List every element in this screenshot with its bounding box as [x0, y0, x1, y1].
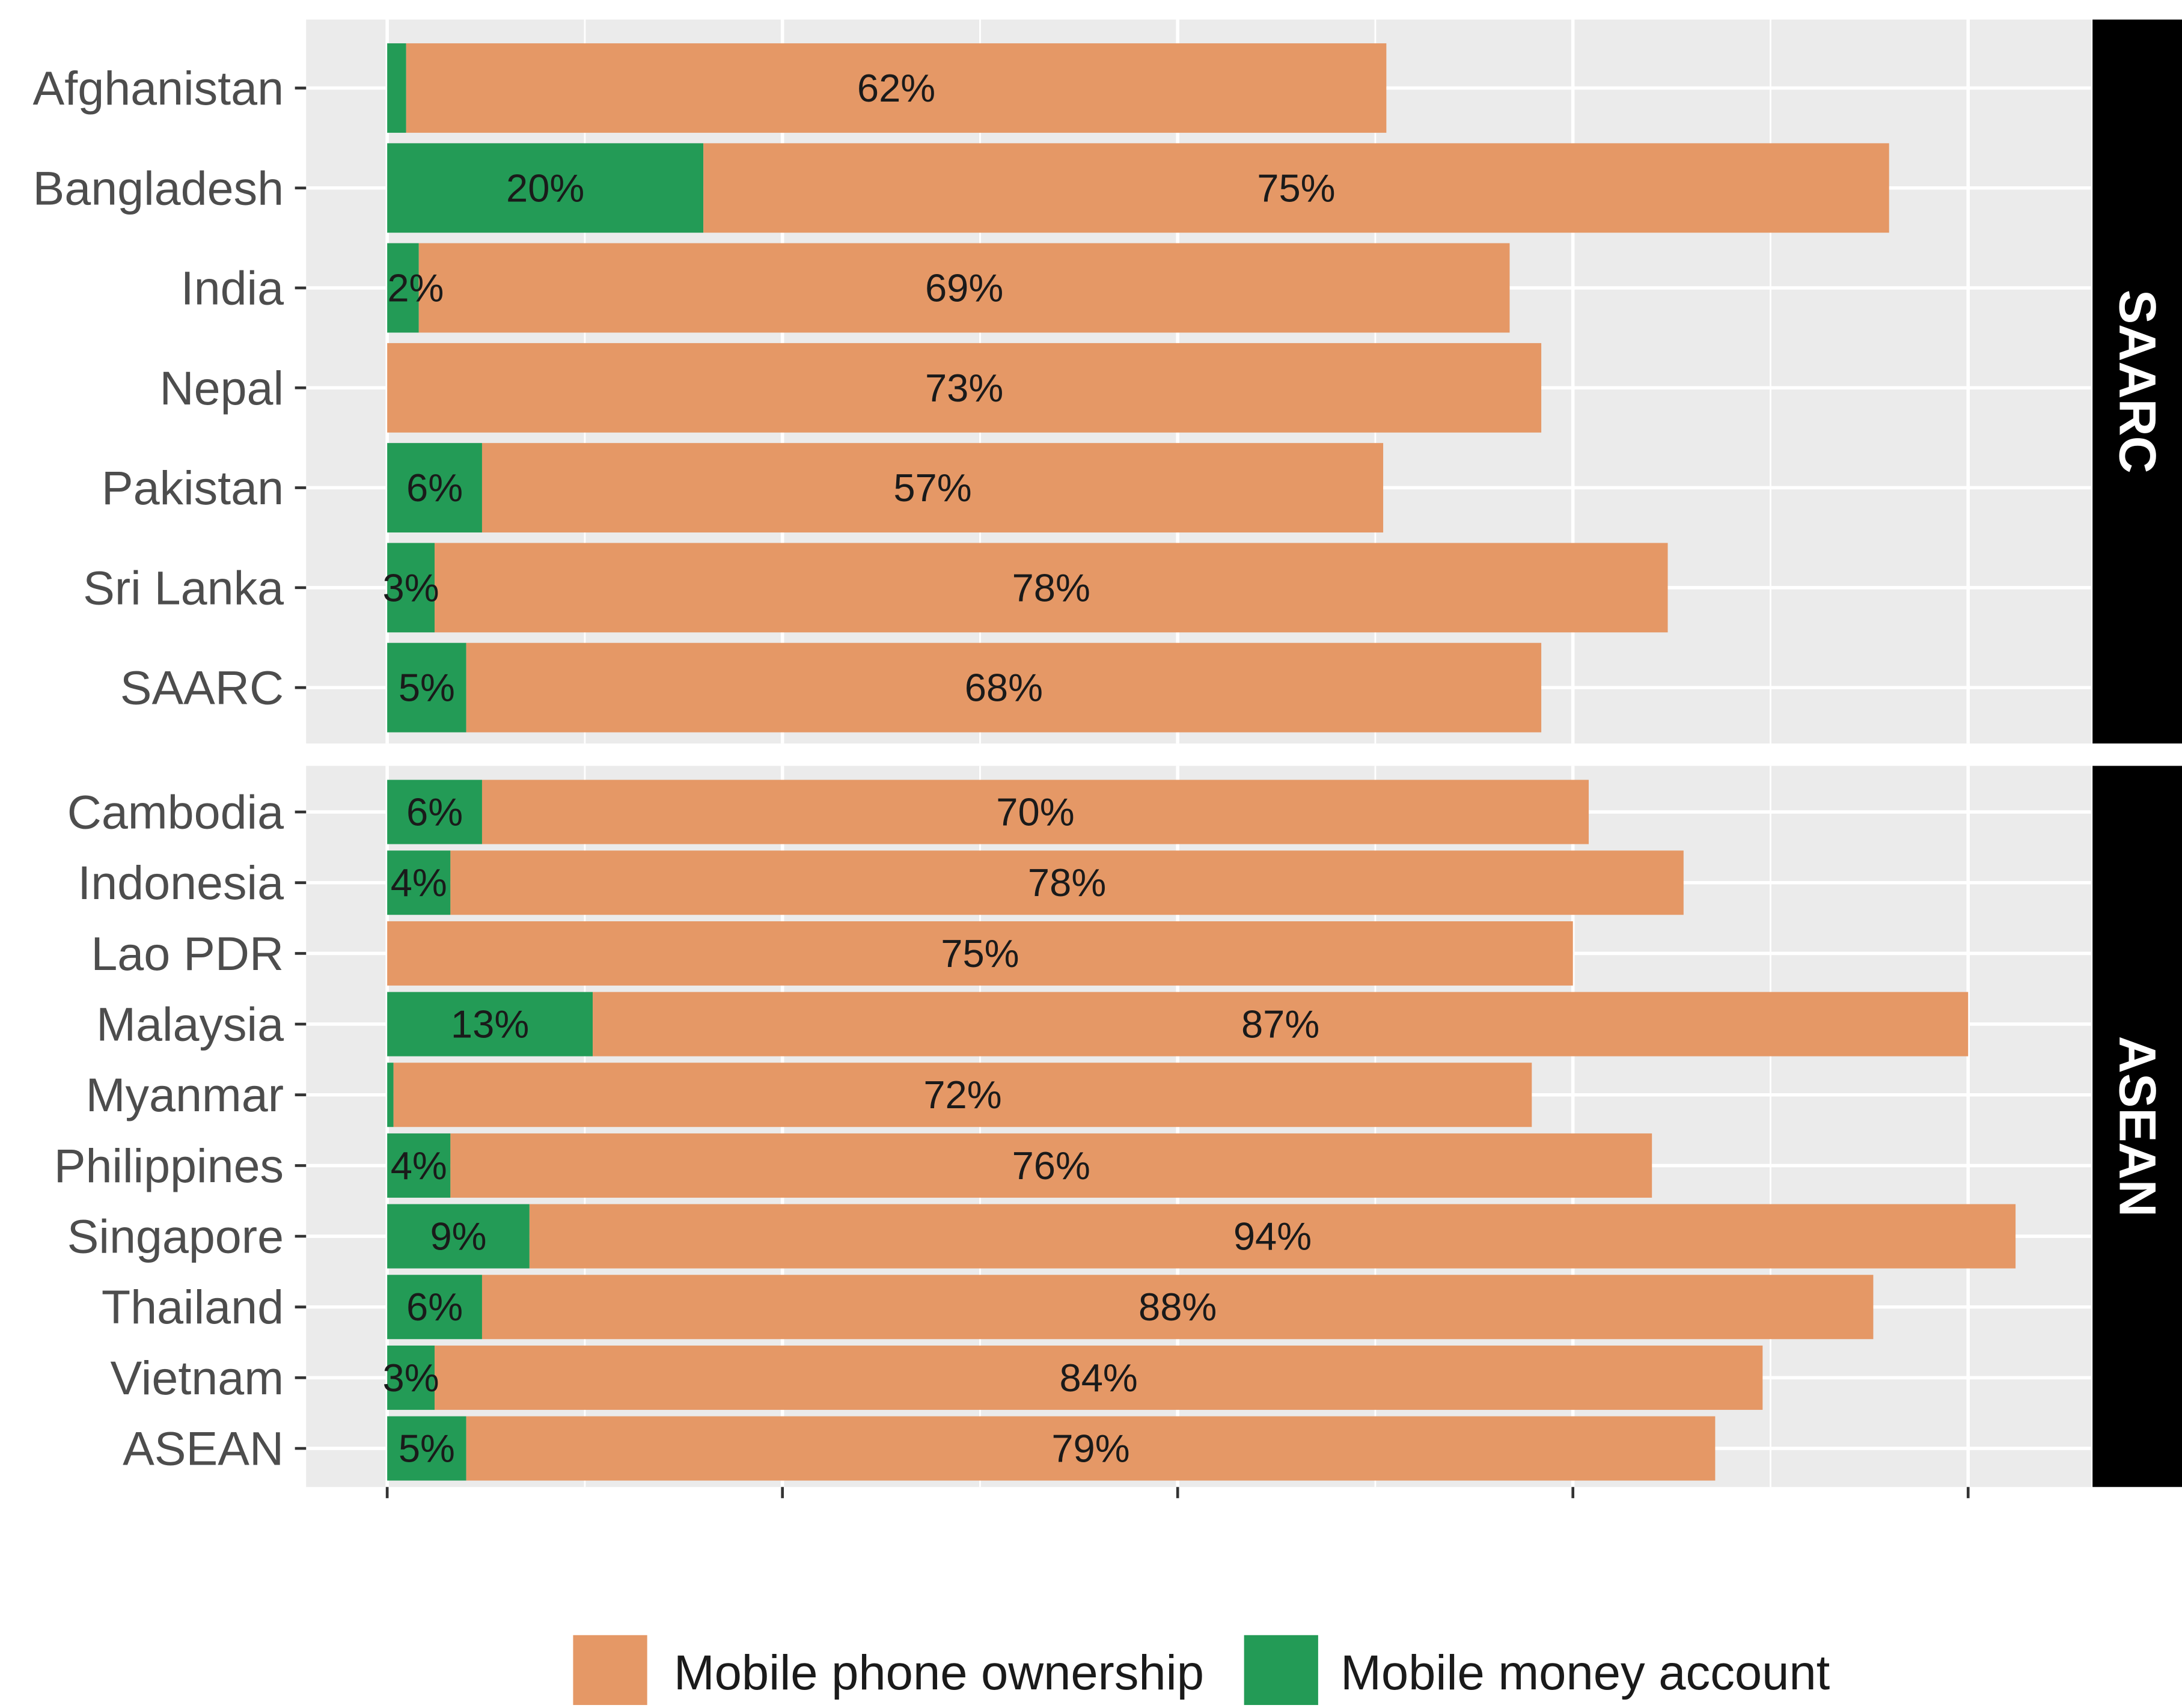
bar-label-phone: 57% [893, 466, 971, 510]
bar-label-money: 6% [406, 1285, 463, 1329]
bar-mobile-phone [406, 43, 1387, 133]
legend-label: Mobile phone ownership [674, 1645, 1204, 1700]
category-label: Philippines [54, 1139, 284, 1192]
bar-mobile-phone [703, 143, 1889, 233]
bar-label-money: 3% [383, 1356, 439, 1400]
bar-label-phone: 78% [1012, 566, 1090, 609]
bar-mobile-money [387, 642, 466, 733]
bar-mobile-phone [450, 1133, 1652, 1198]
bar-label-money: 4% [391, 861, 447, 904]
bar-label-phone: 94% [1233, 1215, 1312, 1258]
category-label: India [181, 261, 284, 315]
category-label: Bangladesh [33, 161, 284, 215]
bar-mobile-money [387, 1063, 394, 1127]
category-label: Myanmar [86, 1068, 284, 1121]
bar-mobile-phone [387, 343, 1542, 433]
bar-mobile-money [387, 543, 435, 633]
category-label: Cambodia [67, 785, 284, 839]
bar-mobile-phone [466, 1416, 1716, 1481]
bar-mobile-money [387, 143, 704, 233]
bar-label-money: 6% [406, 466, 463, 510]
facet-strip [2092, 766, 2182, 1487]
legend: Mobile phone ownership Mobile money accou… [573, 1635, 1830, 1706]
bar-label-money: 5% [399, 666, 455, 710]
bar-label-money: 5% [399, 1427, 455, 1471]
bar-label-phone: 68% [965, 666, 1043, 710]
category-label: Lao PDR [91, 927, 284, 980]
bar-label-phone: 69% [925, 266, 1003, 310]
category-label: Afghanistan [33, 61, 284, 115]
bar-label-phone: 84% [1060, 1356, 1138, 1400]
category-label: SAARC [120, 661, 284, 715]
bar-mobile-phone [481, 779, 1589, 844]
category-label: ASEAN [123, 1422, 284, 1475]
legend-label: Mobile money account [1340, 1645, 1830, 1700]
bar-label-money: 20% [506, 166, 584, 210]
category-label: Pakistan [102, 461, 284, 514]
bar-mobile-money [387, 1204, 530, 1269]
bar-label-phone: 70% [996, 790, 1074, 834]
bar-label-phone: 62% [857, 66, 935, 110]
category-label: Singapore [67, 1210, 284, 1263]
bar-mobile-money [387, 779, 482, 844]
legend-swatch [1244, 1635, 1318, 1706]
bar-mobile-money [387, 43, 406, 133]
bar-mobile-phone [529, 1204, 2016, 1269]
bar-mobile-money [387, 1345, 435, 1410]
bar-label-phone: 88% [1138, 1285, 1217, 1329]
bar-mobile-phone [435, 543, 1668, 633]
bar-label-phone: 75% [1257, 166, 1335, 210]
bar-mobile-phone [435, 1345, 1763, 1410]
bar-mobile-phone [387, 921, 1573, 986]
bar-label-money: 13% [451, 1002, 529, 1046]
bar-mobile-phone [466, 642, 1542, 733]
bar-label-money: 3% [383, 566, 439, 609]
bar-mobile-money [387, 1133, 451, 1198]
bar-label-money: 6% [406, 790, 463, 834]
bar-mobile-money [387, 850, 451, 915]
category-label: Indonesia [78, 856, 284, 909]
bar-label-phone: 79% [1051, 1427, 1129, 1471]
facet-strip [2092, 19, 2182, 744]
bar-label-money: 9% [430, 1215, 486, 1258]
bar-label-money: 4% [391, 1144, 447, 1188]
panel-asean: 6% 70% Cambodia 4% 78% Indonesia 75% Lao PDR 13%… [54, 766, 2182, 1487]
category-label: Nepal [160, 361, 284, 415]
bar-mobile-money [387, 1416, 466, 1481]
bar-mobile-phone [393, 1063, 1532, 1127]
bar-mobile-phone [418, 243, 1510, 333]
category-label: Sri Lanka [83, 561, 284, 614]
panel-saarc: 62% Afghanistan 20% 75% Bangladesh 2% 69% India… [33, 19, 2182, 744]
legend-swatch [573, 1635, 647, 1706]
bar-label-phone: 75% [941, 932, 1019, 975]
category-label: Thailand [102, 1280, 284, 1334]
chart-canvas: 62% Afghanistan 20% 75% Bangladesh 2% 69% India… [33, 19, 2182, 1706]
bar-mobile-money [387, 243, 419, 333]
bar-mobile-phone [593, 992, 1969, 1057]
category-label: Vietnam [111, 1351, 284, 1405]
bar-mobile-phone [481, 1275, 1874, 1340]
bar-label-phone: 87% [1241, 1002, 1319, 1046]
bar-mobile-money [387, 443, 482, 532]
bar-mobile-money [387, 1275, 482, 1340]
bar-mobile-money [387, 992, 593, 1057]
bar-mobile-phone [450, 850, 1684, 915]
bar-label-phone: 72% [923, 1073, 1001, 1117]
bar-label-money: 2% [387, 266, 444, 310]
bar-label-phone: 76% [1012, 1144, 1090, 1188]
facet-strip-label: ASEAN [2109, 1036, 2166, 1217]
bar-label-phone: 78% [1028, 861, 1106, 904]
category-label: Malaysia [96, 998, 284, 1051]
bar-label-phone: 73% [925, 366, 1003, 410]
bar-mobile-phone [481, 443, 1384, 532]
facet-strip-label: SAARC [2109, 290, 2166, 474]
